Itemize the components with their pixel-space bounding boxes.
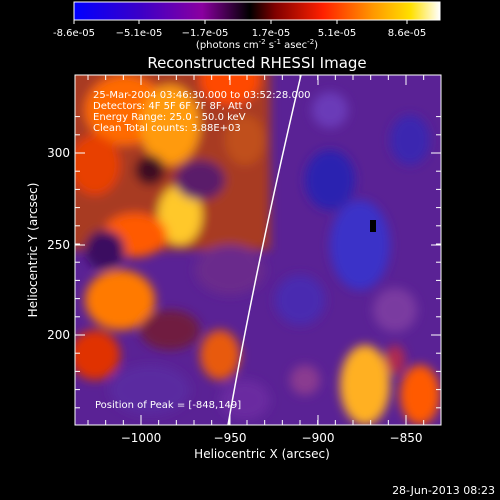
y-axis-label: Heliocentric Y (arcsec) bbox=[26, 183, 40, 318]
info-block: 25-Mar-2004 03:46:30.000 to 03:52:28.000… bbox=[93, 90, 311, 134]
info-line-time: 25-Mar-2004 03:46:30.000 to 03:52:28.000 bbox=[93, 90, 311, 101]
y-tick-label: 200 bbox=[47, 328, 70, 342]
peak-position-label: Position of Peak = [-848,149] bbox=[95, 400, 241, 411]
colorbar-tick-label: -8.6e-05 bbox=[53, 28, 95, 39]
plot-title: Reconstructed RHESSI Image bbox=[147, 54, 366, 72]
y-tick-label: 300 bbox=[47, 146, 70, 160]
colorbar-tick-marks bbox=[73, 20, 408, 24]
colorbar-tick-label: 8.6e-05 bbox=[388, 28, 426, 39]
colorbar-tick-label: 1.7e-05 bbox=[252, 28, 290, 39]
colorbar-tick-label: −5.1e-05 bbox=[116, 28, 163, 39]
x-tick-label: −950 bbox=[214, 431, 247, 445]
colorbar-tick-label: 5.1e-05 bbox=[318, 28, 356, 39]
colorbar-tick-labels: -8.6e-05 −5.1e-05 −1.7e-05 1.7e-05 5.1e-05 8.… bbox=[53, 28, 426, 39]
x-tick-labels: −1000 −950 −900 −850 bbox=[121, 431, 423, 445]
x-tick-label: −1000 bbox=[121, 431, 162, 445]
info-line-detectors: Detectors: 4F 5F 6F 7F 8F, Att 0 bbox=[93, 101, 252, 112]
plot-frame bbox=[74, 74, 442, 426]
x-axis-label: Heliocentric X (arcsec) bbox=[194, 447, 330, 461]
y-tick-label: 250 bbox=[47, 238, 70, 252]
colorbar-unit-label: (photons cm-2 s-1 asec-2) bbox=[196, 38, 318, 51]
x-tick-label: −900 bbox=[302, 431, 335, 445]
solar-limb-curve bbox=[227, 75, 302, 425]
x-tick-label: −850 bbox=[390, 431, 423, 445]
image-map bbox=[75, 75, 441, 425]
y-tick-labels: 300 250 200 bbox=[47, 146, 70, 342]
info-line-energy: Energy Range: 25.0 - 50.0 keV bbox=[93, 112, 246, 123]
colorbar: -8.6e-05 −5.1e-05 −1.7e-05 1.7e-05 5.1e-05 8.… bbox=[53, 1, 441, 51]
peak-dark-spot bbox=[370, 220, 376, 232]
axis-tick-marks bbox=[75, 75, 441, 425]
colorbar-gradient bbox=[73, 1, 441, 21]
footer-timestamp: 28-Jun-2013 08:23 bbox=[392, 484, 495, 497]
info-line-counts: Clean Total counts: 3.88E+03 bbox=[93, 123, 241, 134]
colorbar-tick-label: −1.7e-05 bbox=[182, 28, 229, 39]
